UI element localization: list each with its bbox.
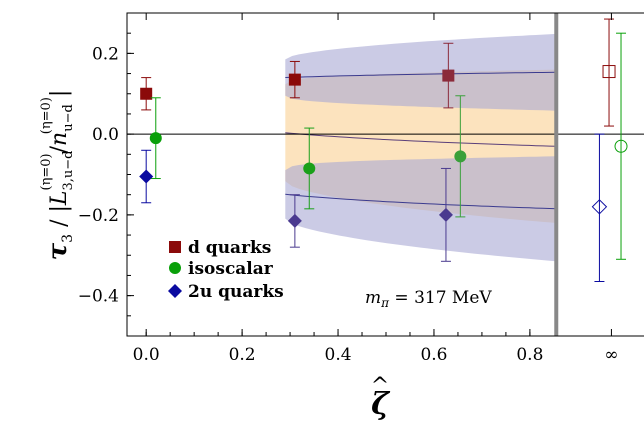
legend-marker-2u-quarks xyxy=(168,284,182,298)
y-tick-label: −0.2 xyxy=(78,206,119,226)
pion-mass-annotation: mπ = 317 MeV xyxy=(365,288,492,310)
error-bar-infinity-d-quarks xyxy=(604,18,615,127)
data-point-isoscalar xyxy=(303,162,316,175)
band-2u-quarks xyxy=(285,156,557,262)
fit-curves xyxy=(285,71,557,210)
x-tick-label: 0.4 xyxy=(325,345,352,365)
error-bar-infinity-isoscalar xyxy=(616,32,627,260)
fit-curve-d-quarks xyxy=(285,71,557,78)
data-point-2u-quarks xyxy=(287,213,302,228)
x-axis-label: ζ xyxy=(371,387,391,422)
data-point-d-quarks xyxy=(288,73,301,86)
data-points xyxy=(139,18,628,282)
reference-lines xyxy=(127,13,644,336)
error-bar-infinity-2u-quarks xyxy=(594,133,605,282)
x-tick-label: 0.0 xyxy=(133,345,160,365)
y-tick-label: 0.2 xyxy=(92,44,119,64)
legend-label-2u-quarks: 2u quarks xyxy=(188,282,284,302)
legend-item-d-quarks: d quarks xyxy=(169,238,271,258)
axis-ticks: 0.0 0.2 0.4 0.6 0.8 ∞ 0.2 0.0 −0.2 −0.4 xyxy=(78,12,619,365)
legend-label-d-quarks: d quarks xyxy=(188,238,271,258)
y-tick-label: −0.4 xyxy=(78,287,119,307)
uncertainty-bands xyxy=(285,33,557,262)
legend-marker-isoscalar xyxy=(169,262,181,274)
data-point-d-quarks xyxy=(140,87,153,100)
data-point-isoscalar xyxy=(454,150,467,163)
fit-curve-isoscalar xyxy=(285,132,557,147)
data-point-infinity-isoscalar xyxy=(614,139,628,153)
x-tick-label: 0.6 xyxy=(420,345,447,365)
x-tick-label: 0.2 xyxy=(229,345,256,365)
legend-item-2u-quarks: 2u quarks xyxy=(168,282,284,302)
x-tick-label: ∞ xyxy=(604,345,618,365)
x-axis-hat: ^ xyxy=(371,374,389,399)
fit-curve-2u-quarks xyxy=(285,193,557,210)
y-axis-label: τ3 / |L3,u−d(η=0)/nu−d(η=0)| xyxy=(39,90,76,261)
data-point-infinity-d-quarks xyxy=(602,65,616,79)
legend-label-isoscalar: isoscalar xyxy=(188,259,274,279)
x-tick-label: 0.8 xyxy=(516,345,543,365)
data-point-d-quarks xyxy=(442,69,455,82)
legend-item-isoscalar: isoscalar xyxy=(169,259,274,279)
data-point-infinity-2u-quarks xyxy=(591,199,608,215)
data-point-2u-quarks xyxy=(139,169,154,184)
data-point-2u-quarks xyxy=(438,207,453,222)
band-d-quarks xyxy=(285,33,557,111)
data-point-isoscalar xyxy=(149,132,162,145)
y-tick-label: 0.0 xyxy=(92,125,119,145)
legend-marker-d-quarks xyxy=(169,241,181,253)
